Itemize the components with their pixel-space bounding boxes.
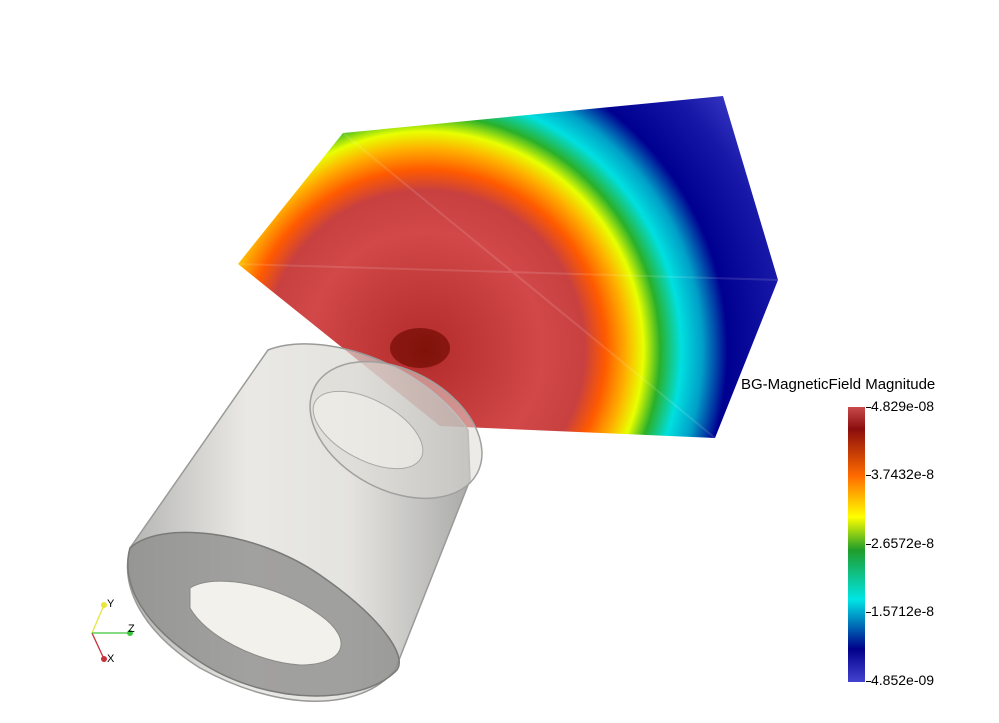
axis-y-label: Y	[107, 598, 115, 610]
scalar-bar-label: 2.6572e-8	[871, 535, 935, 551]
scalar-bar-tick	[866, 681, 871, 682]
axis-x-label: X	[107, 653, 115, 665]
scalar-bar-tick	[866, 407, 871, 408]
scalar-bar-label: 3.7432e-8	[871, 466, 935, 482]
scalar-bar-gradient	[848, 407, 865, 682]
scalar-bar-label-max: 4.829e-08	[871, 398, 935, 414]
scalar-bar-tick	[866, 544, 871, 545]
orientation-axes: X Y Z	[91, 598, 135, 665]
scalar-bar-label: 1.5712e-8	[871, 603, 935, 619]
scalar-bar-tick	[866, 475, 871, 476]
hollow-cylinder	[126, 343, 483, 702]
scalar-bar-label-min: 4.852e-09	[871, 672, 935, 688]
scalar-bar-title: BG-MagneticField Magnitude	[741, 376, 936, 393]
axis-z-label: Z	[128, 623, 135, 635]
scalar-bar-tick	[866, 612, 871, 613]
field-slice	[238, 96, 778, 438]
